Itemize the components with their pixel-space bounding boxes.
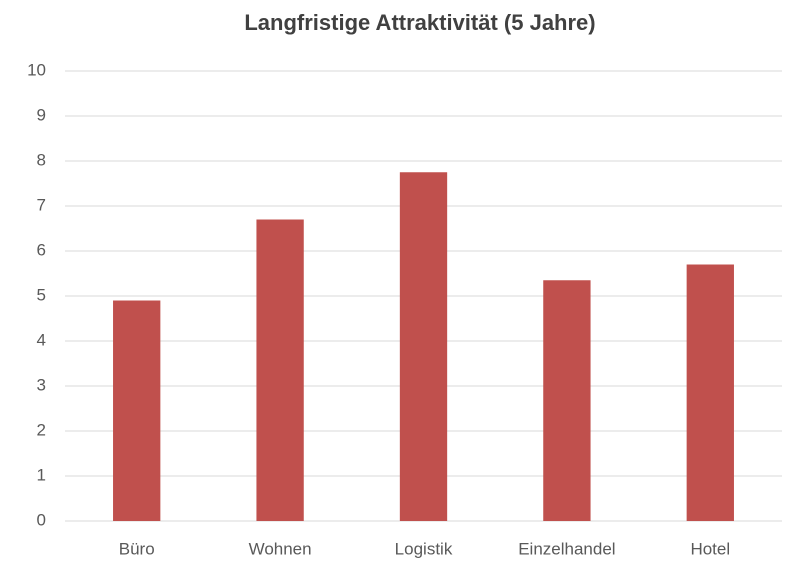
y-tick-label: 9 [37, 105, 46, 124]
bar [686, 264, 734, 521]
y-tick-label: 2 [37, 420, 46, 439]
y-tick-label: 1 [37, 465, 46, 484]
x-tick-label: Wohnen [249, 539, 312, 558]
y-tick-label: 0 [37, 510, 46, 529]
x-tick-label: Büro [119, 539, 155, 558]
bar [113, 300, 161, 521]
y-tick-label: 7 [37, 195, 46, 214]
bar [399, 172, 448, 521]
y-tick-label: 6 [37, 240, 46, 259]
y-tick-label: 8 [37, 150, 46, 169]
x-tick-label: Einzelhandel [518, 539, 615, 558]
bar [543, 280, 591, 521]
chart-title: Langfristige Attraktivität (5 Jahre) [244, 10, 595, 35]
y-tick-label: 10 [27, 60, 46, 79]
bar [256, 219, 304, 521]
y-tick-label: 5 [37, 285, 46, 304]
x-tick-label: Hotel [690, 539, 730, 558]
y-tick-label: 4 [37, 330, 46, 349]
y-tick-label: 3 [37, 375, 46, 394]
x-tick-label: Logistik [395, 539, 453, 558]
